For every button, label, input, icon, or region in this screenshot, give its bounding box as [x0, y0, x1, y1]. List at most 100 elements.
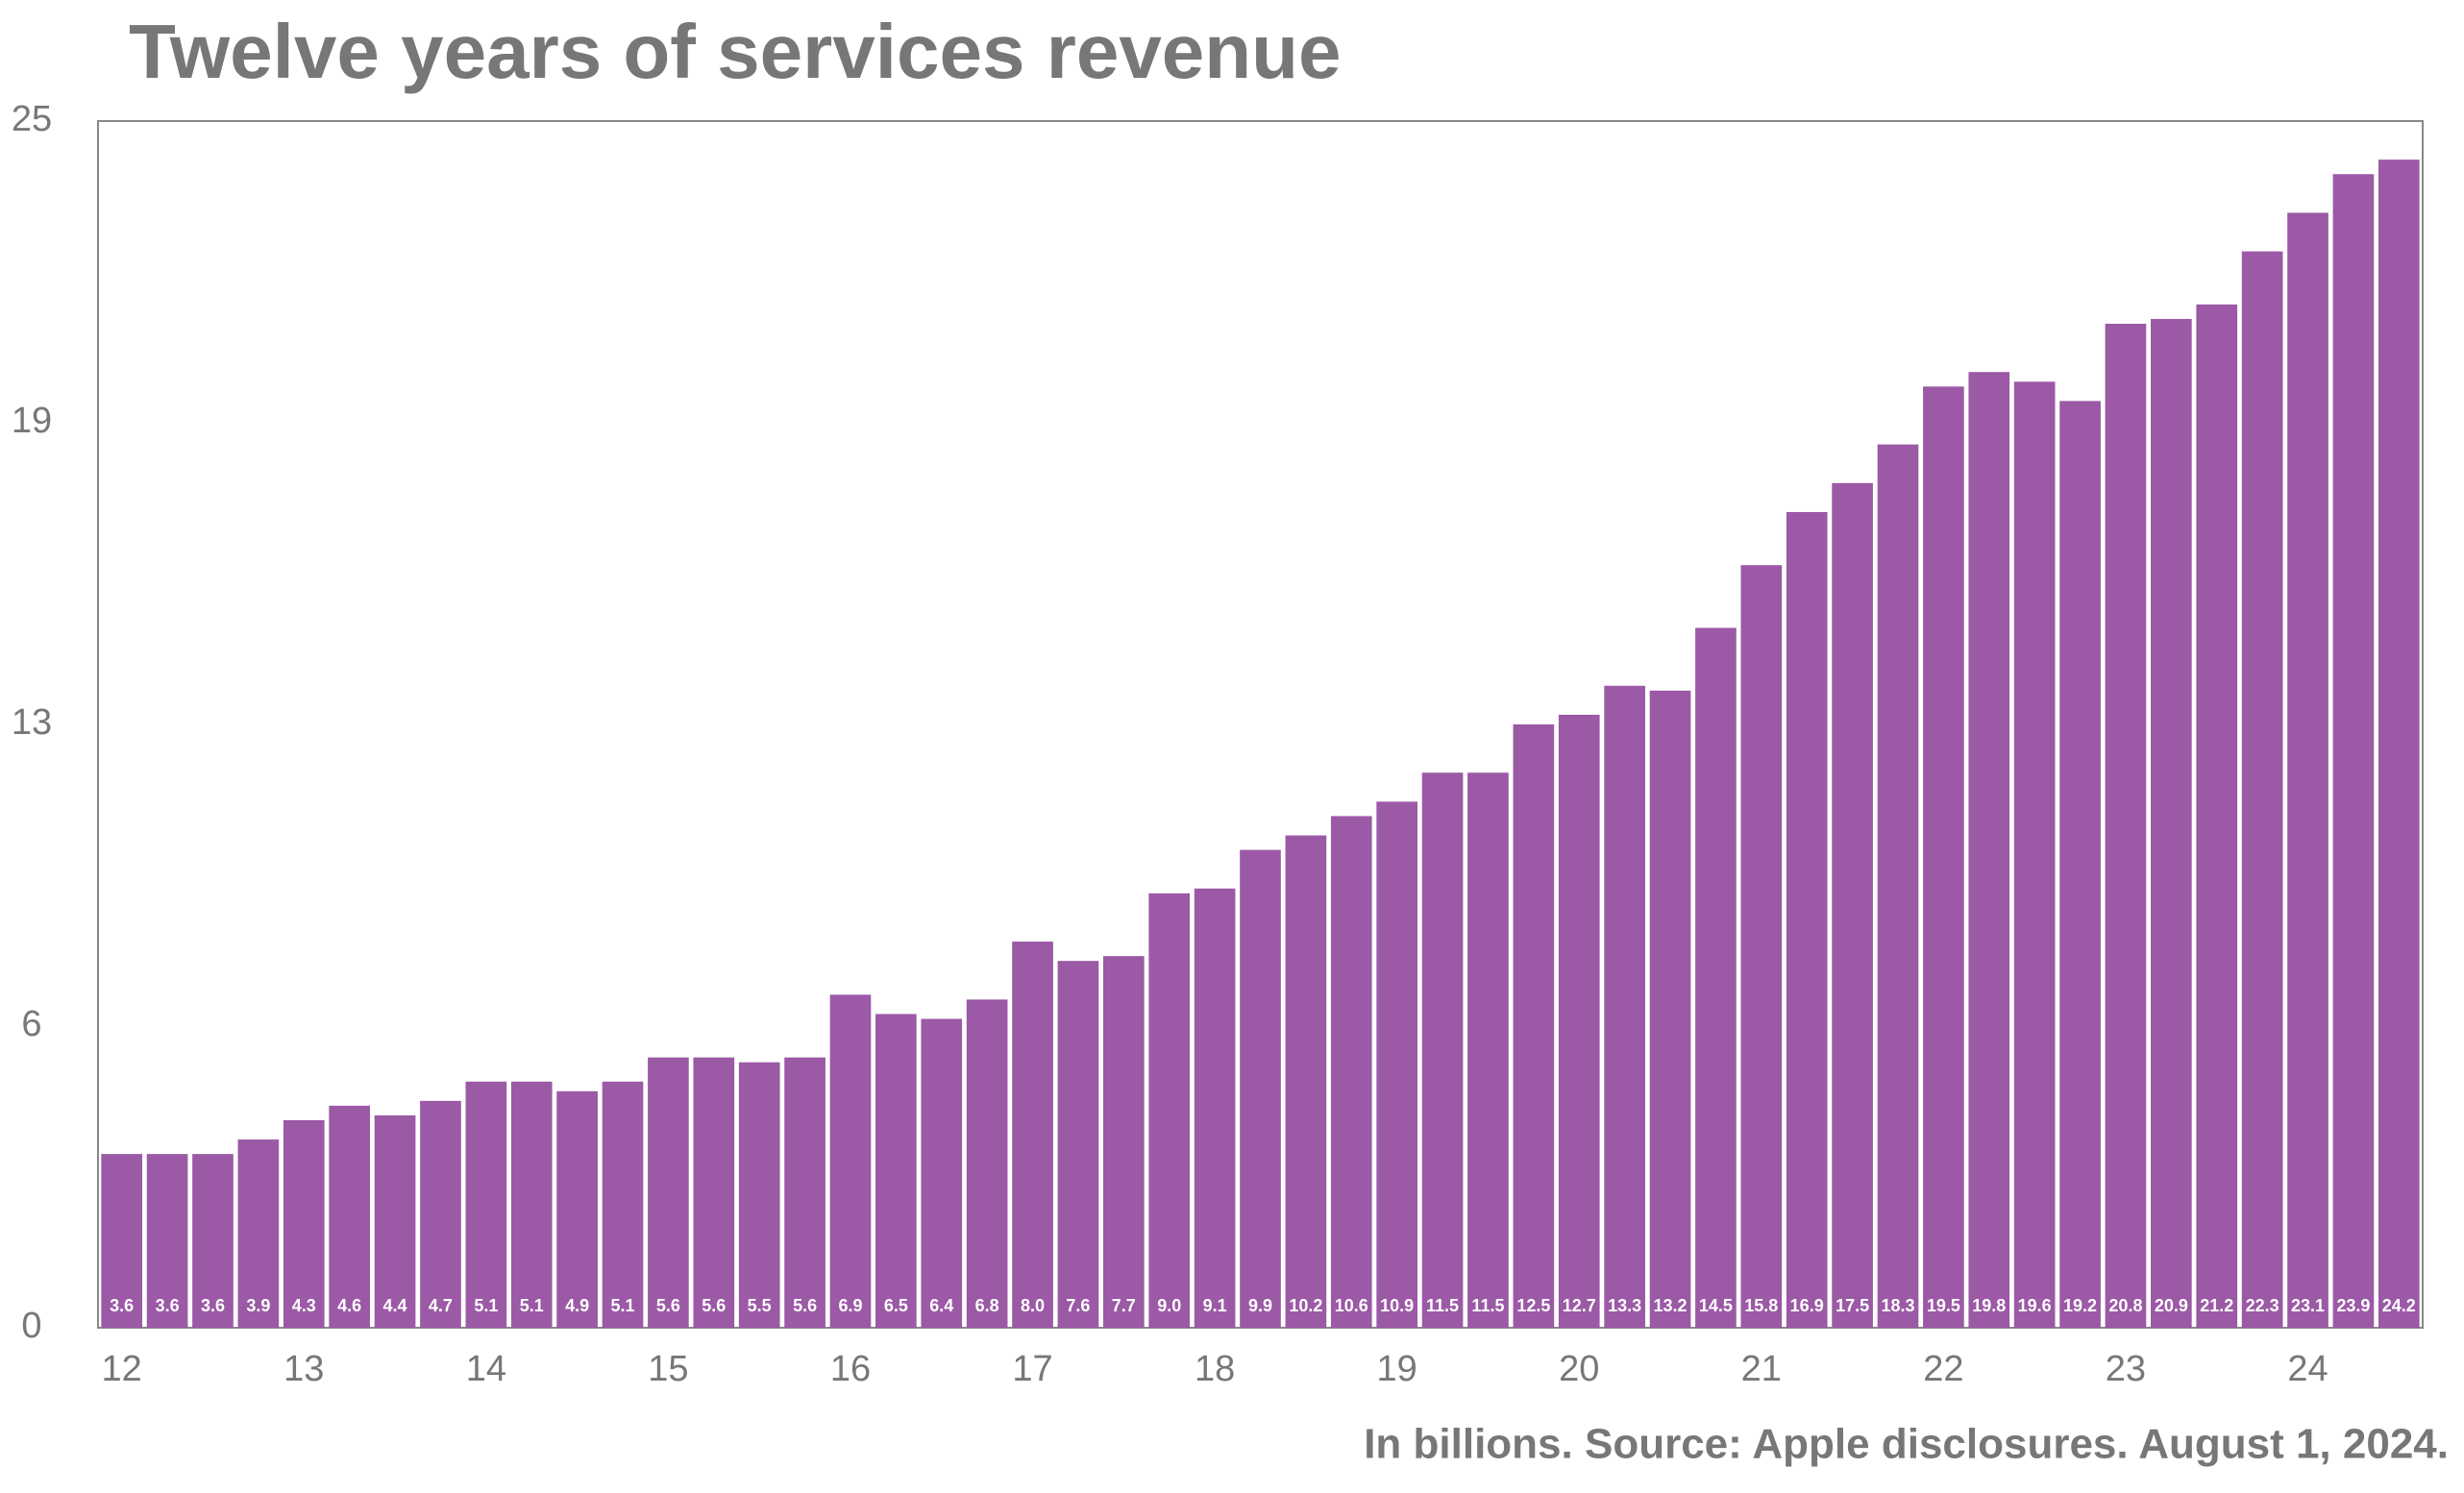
x-tick-label: 13	[283, 1349, 324, 1389]
value-label: 23.9	[2336, 1296, 2370, 1315]
x-tick-label: 17	[1012, 1349, 1052, 1389]
value-label: 18.3	[1881, 1296, 1914, 1315]
y-tick-label: 19	[12, 401, 52, 441]
value-label: 11.5	[1426, 1296, 1459, 1315]
value-label: 10.9	[1380, 1296, 1414, 1315]
value-label: 6.9	[838, 1296, 862, 1315]
value-label: 5.1	[610, 1296, 634, 1315]
bar	[283, 1119, 325, 1328]
x-tick-label: 15	[648, 1349, 688, 1389]
y-tick-label: 25	[12, 99, 52, 139]
x-tick-label: 12	[102, 1349, 142, 1389]
bar	[1376, 801, 1418, 1328]
value-label: 19.8	[1972, 1296, 2006, 1315]
x-tick-label: 22	[1923, 1349, 1963, 1389]
value-label: 5.1	[474, 1296, 498, 1315]
value-label: 21.2	[2200, 1296, 2233, 1315]
bar	[1513, 724, 1555, 1328]
x-tick-label: 16	[830, 1349, 871, 1389]
bar	[1558, 714, 1600, 1328]
value-label: 5.1	[520, 1296, 544, 1315]
bar	[1604, 685, 1645, 1328]
value-label: 6.5	[884, 1296, 908, 1315]
bar	[921, 1018, 963, 1328]
bar	[1832, 482, 1873, 1328]
bar	[1740, 565, 1783, 1328]
y-tick-label: 6	[21, 1004, 41, 1044]
value-label: 6.8	[975, 1296, 999, 1315]
bar	[556, 1090, 598, 1328]
value-label: 11.5	[1471, 1296, 1504, 1315]
bar	[2196, 304, 2238, 1328]
value-label: 3.9	[246, 1296, 270, 1315]
bar	[510, 1081, 553, 1328]
value-label: 10.6	[1335, 1296, 1368, 1315]
chart-title: Twelve years of services revenue	[129, 9, 1342, 94]
value-label: 12.7	[1563, 1296, 1596, 1315]
bar	[1649, 690, 1691, 1328]
value-label: 4.3	[292, 1296, 316, 1315]
bar	[237, 1139, 280, 1328]
bar	[329, 1105, 370, 1328]
value-label: 9.1	[1203, 1296, 1227, 1315]
bar	[146, 1154, 188, 1328]
value-label: 9.9	[1248, 1296, 1272, 1315]
bar	[784, 1057, 825, 1328]
value-label: 3.6	[201, 1296, 225, 1315]
value-label: 4.4	[383, 1296, 407, 1315]
y-tick-label: 0	[21, 1306, 41, 1346]
value-label: 19.6	[2018, 1296, 2052, 1315]
bar	[2013, 381, 2056, 1328]
bar	[1012, 942, 1053, 1328]
value-label: 10.2	[1289, 1296, 1322, 1315]
value-label: 20.9	[2155, 1296, 2188, 1315]
bar	[1786, 511, 1828, 1328]
value-label: 13.3	[1608, 1296, 1641, 1315]
bar	[465, 1081, 507, 1328]
value-label: 4.9	[565, 1296, 589, 1315]
bar	[875, 1014, 917, 1328]
x-tick-label: 14	[466, 1349, 506, 1389]
bar	[829, 994, 872, 1328]
value-label: 5.6	[793, 1296, 817, 1315]
x-tick-label: 18	[1195, 1349, 1235, 1389]
value-label: 15.8	[1744, 1296, 1778, 1315]
value-label: 12.5	[1516, 1296, 1550, 1315]
value-label: 23.1	[2291, 1296, 2325, 1315]
bar	[1467, 772, 1509, 1328]
value-label: 3.6	[110, 1296, 134, 1315]
value-label: 24.2	[2382, 1296, 2416, 1315]
x-tick-label: 23	[2106, 1349, 2146, 1389]
value-label: 16.9	[1790, 1296, 1824, 1315]
bar	[738, 1062, 780, 1328]
bar	[1148, 893, 1191, 1328]
bar	[1421, 772, 1464, 1328]
value-label: 7.7	[1112, 1296, 1136, 1315]
value-label: 5.5	[748, 1296, 772, 1315]
value-label: 4.6	[337, 1296, 361, 1315]
bar	[101, 1154, 143, 1328]
bar	[1330, 816, 1372, 1328]
bar	[2151, 318, 2192, 1328]
bar	[2287, 212, 2328, 1328]
bar	[1102, 956, 1145, 1328]
value-label: 19.2	[2063, 1296, 2097, 1315]
bar	[192, 1154, 234, 1328]
bar	[1285, 835, 1327, 1328]
source-note: In billions. Source: Apple disclosures. …	[1364, 1421, 2449, 1468]
bar	[374, 1114, 416, 1328]
bar	[2059, 401, 2101, 1329]
bar	[2378, 159, 2420, 1328]
value-label: 13.2	[1654, 1296, 1688, 1315]
value-label: 5.6	[656, 1296, 680, 1315]
value-label: 8.0	[1021, 1296, 1045, 1315]
x-tick-label: 24	[2287, 1349, 2328, 1389]
value-label: 9.0	[1157, 1296, 1181, 1315]
value-label: 7.6	[1066, 1296, 1090, 1315]
bar	[1695, 627, 1737, 1328]
value-label: 3.6	[156, 1296, 180, 1315]
bar	[2332, 174, 2375, 1328]
value-label: 4.7	[429, 1296, 453, 1315]
x-tick-label: 19	[1377, 1349, 1417, 1389]
